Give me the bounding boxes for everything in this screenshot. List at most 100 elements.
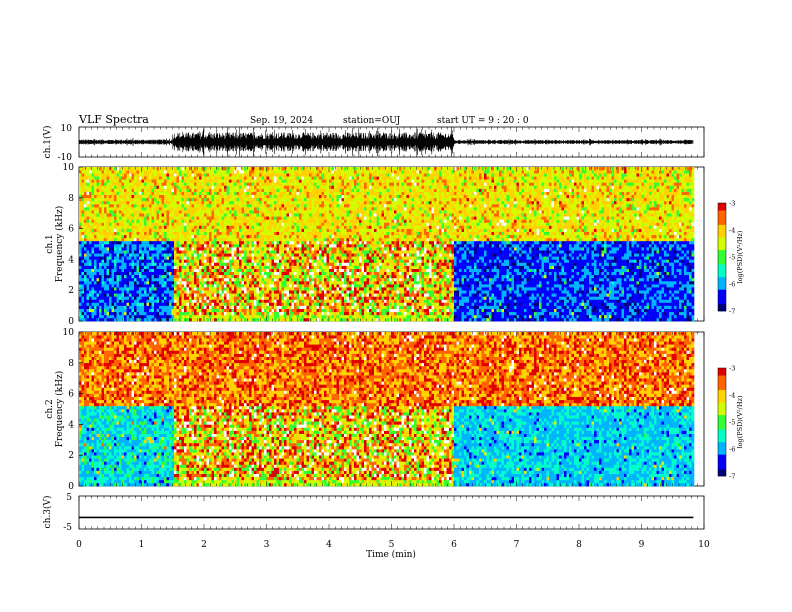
ch1-cell bbox=[189, 232, 192, 235]
ch1-cell bbox=[214, 210, 217, 213]
ch1-cell bbox=[127, 192, 130, 195]
ch1-cell bbox=[222, 201, 225, 204]
ch1-cell bbox=[324, 189, 327, 192]
ch1-cell bbox=[304, 244, 307, 247]
ch1-cell bbox=[282, 315, 285, 318]
ch1-cell bbox=[192, 266, 195, 269]
ch1-cell bbox=[139, 293, 142, 296]
ch1-cell bbox=[177, 244, 180, 247]
ch1-cell bbox=[309, 293, 312, 296]
ch1-cell bbox=[112, 312, 115, 315]
ch1-cell bbox=[267, 167, 270, 170]
ch1-cell bbox=[259, 263, 262, 266]
ch1-cell bbox=[307, 222, 310, 225]
ch1-cell bbox=[274, 222, 277, 225]
ch1-cell bbox=[102, 241, 105, 244]
ch1-cell bbox=[217, 306, 220, 309]
ch1-cell bbox=[312, 198, 315, 201]
ch1-cell bbox=[102, 306, 105, 309]
ch1-cell bbox=[162, 263, 165, 266]
ch1-cell bbox=[87, 207, 90, 210]
ch1-cell bbox=[299, 198, 302, 201]
ch1-cell bbox=[109, 253, 112, 256]
ch1-cell bbox=[314, 219, 317, 222]
ch1-cell bbox=[147, 299, 150, 302]
ch1-cell bbox=[124, 281, 127, 284]
ch1-cell bbox=[222, 278, 225, 281]
ch1-cell bbox=[147, 275, 150, 278]
ch1-cell bbox=[244, 219, 247, 222]
ch1-cell bbox=[122, 253, 125, 256]
ch1-cell bbox=[162, 287, 165, 290]
ch1-cell bbox=[82, 210, 85, 213]
ch1-cell bbox=[269, 232, 272, 235]
ch1-cell bbox=[144, 195, 147, 198]
ch1-cell bbox=[87, 186, 90, 189]
ch1-cell bbox=[89, 186, 92, 189]
ch1-cell bbox=[157, 173, 160, 176]
ch1-cell bbox=[284, 303, 287, 306]
ch1-cell bbox=[92, 241, 95, 244]
ch1-cell bbox=[177, 272, 180, 275]
ch1-cell bbox=[214, 244, 217, 247]
ch1-cell bbox=[154, 275, 157, 278]
ch1-cell bbox=[209, 170, 212, 173]
ch1-cell bbox=[312, 244, 315, 247]
ch1-cell bbox=[102, 201, 105, 204]
ch1-cell bbox=[162, 238, 165, 241]
ch1-cell bbox=[232, 207, 235, 210]
ch1-cell bbox=[287, 287, 290, 290]
ch1-cell bbox=[312, 269, 315, 272]
ch1-cell bbox=[199, 229, 202, 232]
ch1-cell bbox=[292, 195, 295, 198]
ch1-cell bbox=[114, 303, 117, 306]
ch1-cell bbox=[259, 241, 262, 244]
ch1-cell bbox=[179, 312, 182, 315]
ch1-cell bbox=[169, 296, 172, 299]
ch1-cell bbox=[269, 182, 272, 185]
ch1-cell bbox=[184, 299, 187, 302]
ch1-cell bbox=[157, 256, 160, 259]
ch1-cell bbox=[102, 247, 105, 250]
ch1-cell bbox=[104, 189, 107, 192]
ch1-cell bbox=[84, 186, 87, 189]
ch1-cell bbox=[234, 272, 237, 275]
ch1-cell bbox=[204, 250, 207, 253]
ch1-cell bbox=[322, 281, 325, 284]
ch1-cell bbox=[144, 312, 147, 315]
ch1-cell bbox=[114, 284, 117, 287]
ch1-cell bbox=[162, 195, 165, 198]
ch1-cell bbox=[254, 229, 257, 232]
ch1-cell bbox=[302, 303, 305, 306]
ch1-cell bbox=[172, 284, 175, 287]
ch1-cell bbox=[97, 253, 100, 256]
ch1-cell bbox=[282, 182, 285, 185]
ch1-cell bbox=[177, 186, 180, 189]
ch1-cell bbox=[234, 235, 237, 238]
ch1-cell bbox=[304, 269, 307, 272]
ch1-cell bbox=[197, 207, 200, 210]
ch1-cell bbox=[249, 299, 252, 302]
ch1-cell bbox=[154, 287, 157, 290]
ch1-cell bbox=[132, 167, 135, 170]
ch1-cell bbox=[299, 219, 302, 222]
ch1-cell bbox=[249, 315, 252, 318]
ch1-cell bbox=[289, 259, 292, 262]
ch1-cell bbox=[124, 235, 127, 238]
ch1-cell bbox=[84, 204, 87, 207]
ch1-cell bbox=[137, 192, 140, 195]
ch1-cell bbox=[252, 186, 255, 189]
ch1-cell bbox=[139, 275, 142, 278]
ch1-cell bbox=[204, 204, 207, 207]
ch1-cell bbox=[127, 189, 130, 192]
ch1-cell bbox=[292, 281, 295, 284]
ch1-cell bbox=[134, 253, 137, 256]
ch1-cell bbox=[169, 272, 172, 275]
ch1-cell bbox=[157, 303, 160, 306]
ch1-cell bbox=[259, 281, 262, 284]
ch1-cell bbox=[159, 222, 162, 225]
ch1-cell bbox=[259, 170, 262, 173]
ch1-cell bbox=[237, 275, 240, 278]
ch1-cell bbox=[269, 247, 272, 250]
ch1-cell bbox=[144, 232, 147, 235]
